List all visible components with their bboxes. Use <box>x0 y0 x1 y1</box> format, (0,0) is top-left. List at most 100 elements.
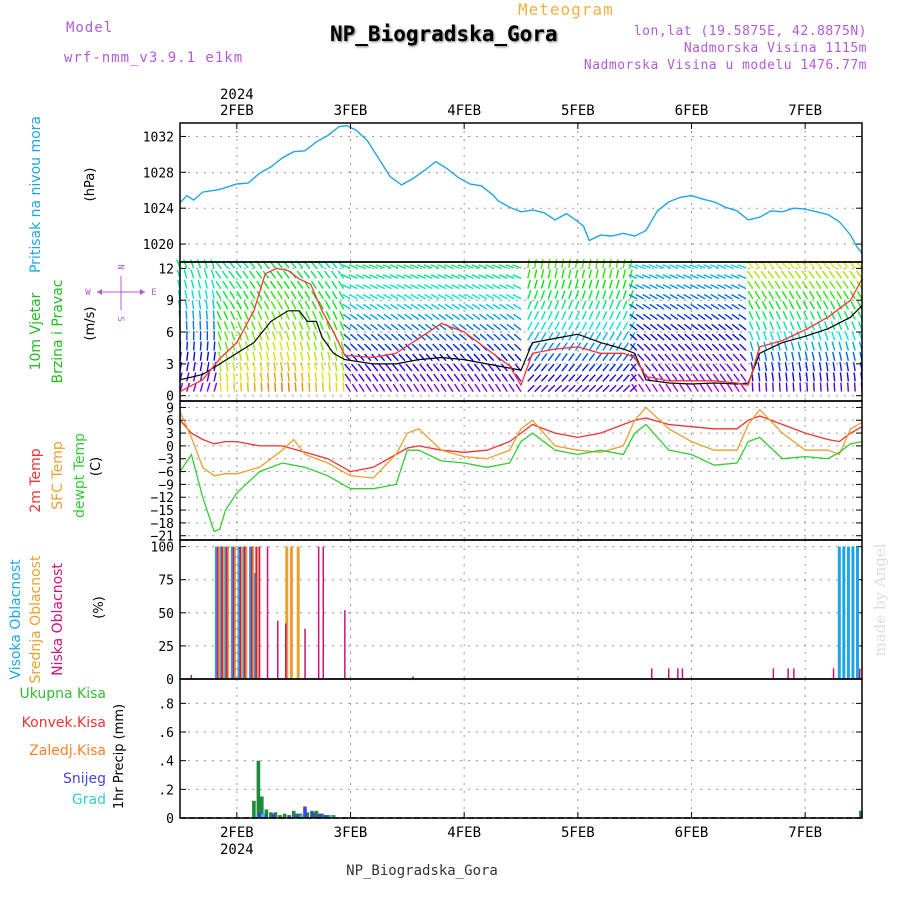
wind-vector <box>717 303 726 310</box>
wind-vector <box>782 300 788 310</box>
wind-vector <box>266 372 270 382</box>
wind-vector <box>343 343 351 351</box>
cloud-low-bar <box>190 675 193 679</box>
wind-vector <box>430 284 440 290</box>
wind-vector <box>508 383 515 392</box>
wind-vector <box>279 341 283 351</box>
wind-vector <box>479 313 488 321</box>
wind-vector <box>342 284 351 290</box>
wind-vector <box>824 341 829 351</box>
cloud-high-bar <box>851 546 855 679</box>
wind-vector <box>273 372 277 382</box>
wind-vector <box>547 353 555 362</box>
precip-snow-bar <box>257 812 262 818</box>
wind-vector <box>697 333 706 341</box>
x-tick-label-top: 2FEB <box>220 103 254 119</box>
wind-vector <box>472 303 481 310</box>
wind-vector <box>738 333 747 341</box>
wind-vector <box>293 351 297 361</box>
wind-vector <box>331 300 338 310</box>
wind-vector <box>690 323 699 331</box>
wind-vector <box>575 374 583 382</box>
wind-vector <box>608 258 612 269</box>
wind-vector <box>835 280 843 289</box>
wind-vector <box>452 343 461 351</box>
wind-vector <box>203 259 208 269</box>
wind-vector <box>452 323 461 331</box>
precip-hail-bar <box>299 815 304 818</box>
cloud-low-bar <box>232 546 235 679</box>
wind-vector <box>505 284 515 290</box>
wind-vector <box>317 290 324 300</box>
wind-vector <box>326 331 331 341</box>
wind-vector <box>505 274 515 279</box>
wind-vector <box>682 264 692 269</box>
wind-vector <box>782 311 788 320</box>
wind-vector <box>410 293 420 300</box>
wind-vector <box>458 293 467 300</box>
wind-vector <box>369 313 379 321</box>
wind-vector <box>265 341 270 351</box>
wind-vector <box>258 341 263 351</box>
wind-vector <box>447 383 454 392</box>
wind-vector <box>568 332 574 341</box>
wind-vector <box>513 303 522 310</box>
cloud-high-bar <box>237 546 241 679</box>
wind-vector <box>221 270 229 279</box>
wind-vector <box>290 280 297 289</box>
wind-vector <box>438 313 447 321</box>
wind-vector <box>642 303 651 310</box>
wind-vector <box>636 343 645 351</box>
wind-vector <box>304 300 311 310</box>
wind-vector <box>767 270 774 279</box>
wind-vector <box>747 280 754 289</box>
wind-vector <box>389 264 399 269</box>
wind-vector <box>817 341 822 351</box>
wind-vector <box>609 311 615 320</box>
temp-2m-axis-label: 2m Temp <box>28 448 44 512</box>
cloud-high-bar <box>230 546 234 679</box>
wind-vector <box>515 373 522 382</box>
wind-vector <box>212 300 215 310</box>
wind-vector <box>730 264 740 269</box>
wind-vector <box>561 311 567 320</box>
wind-vector <box>730 274 740 279</box>
wind-vector <box>731 313 740 321</box>
wind-vector <box>642 293 651 300</box>
wind-vector <box>391 343 399 351</box>
wind-vector <box>255 270 263 279</box>
wind-vector <box>357 363 365 372</box>
wind-vector <box>768 300 774 310</box>
wind-vector <box>797 351 802 361</box>
wind-vector <box>478 303 488 310</box>
wind-vector <box>664 363 672 372</box>
y-tick-label: 0 <box>166 390 174 405</box>
wind-vector <box>739 363 747 372</box>
wind-vector <box>225 372 229 382</box>
wind-vector <box>460 363 467 372</box>
wind-vector <box>663 323 672 331</box>
wind-vector <box>615 258 619 269</box>
cloud-low-bar <box>322 546 324 679</box>
wind-vector <box>595 290 600 300</box>
wind-vector <box>781 290 788 300</box>
wind-vector <box>710 313 720 321</box>
wind-vector <box>644 383 652 392</box>
cloud-mid-bar <box>221 546 225 679</box>
wind-vector <box>561 279 566 289</box>
wind-vector <box>547 384 556 393</box>
wind-vector <box>655 274 665 279</box>
wind-vector <box>512 284 522 290</box>
wind-vector <box>294 382 297 392</box>
wind-vector <box>399 383 406 392</box>
wind-vector <box>292 331 297 341</box>
wind-vector <box>677 333 686 341</box>
wind-vector <box>615 332 622 341</box>
wind-vector <box>331 280 338 289</box>
wind-vector <box>224 331 229 341</box>
wind-vector <box>851 321 856 331</box>
wind-vector <box>662 274 672 279</box>
wind-vector <box>737 274 747 279</box>
wind-vector <box>341 264 351 269</box>
